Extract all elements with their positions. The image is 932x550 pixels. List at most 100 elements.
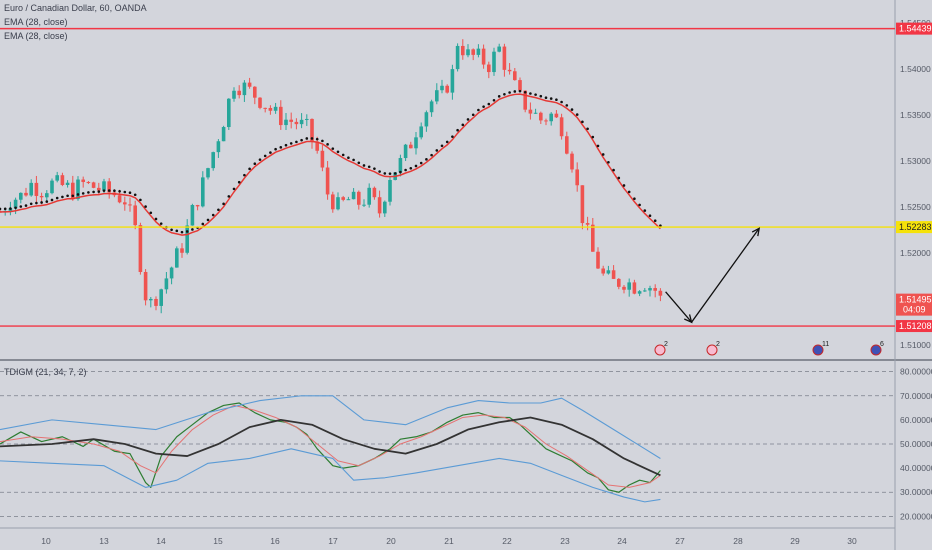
candle-body bbox=[533, 112, 538, 114]
ema-dot bbox=[274, 147, 277, 151]
candle-body bbox=[169, 267, 174, 279]
date-tick-label: 24 bbox=[617, 536, 627, 546]
event-flag-icon bbox=[870, 344, 882, 356]
candle-body bbox=[367, 187, 371, 205]
ema-dot bbox=[352, 158, 355, 162]
ema-dot bbox=[191, 228, 194, 231]
candle-body bbox=[149, 298, 153, 301]
ema-dot bbox=[201, 222, 205, 226]
candle-body bbox=[429, 101, 434, 113]
price-tick-label: 1.52000 bbox=[900, 248, 931, 258]
ema-dot bbox=[248, 167, 251, 171]
ema-dot bbox=[565, 104, 569, 107]
ema-dot bbox=[222, 202, 225, 206]
ema-dot bbox=[87, 191, 90, 194]
candle-body bbox=[258, 97, 262, 108]
ema-dot bbox=[0, 207, 2, 211]
candle-body bbox=[502, 46, 507, 70]
candle-body bbox=[97, 187, 101, 191]
tdigm-legend: TDIGM (21, 34, 7, 2) bbox=[4, 367, 87, 377]
candle-body bbox=[580, 185, 585, 224]
date-tick-label: 28 bbox=[733, 536, 743, 546]
candle-body bbox=[117, 195, 122, 203]
candle-body bbox=[284, 119, 288, 126]
event-marker[interactable]: 2 bbox=[706, 341, 720, 356]
candle-body bbox=[471, 49, 475, 55]
ema-dot bbox=[383, 172, 387, 175]
ema-dot bbox=[232, 187, 236, 191]
candle-body bbox=[419, 126, 423, 138]
osc-tick-label: 60.00000 bbox=[900, 415, 932, 425]
candle-body bbox=[518, 80, 522, 91]
candle-body bbox=[383, 201, 387, 214]
ema-dot bbox=[3, 207, 7, 211]
current-price-tag bbox=[896, 293, 932, 316]
level-tag bbox=[896, 320, 932, 333]
candle-body bbox=[34, 182, 39, 196]
candle-body bbox=[357, 191, 361, 205]
ema-dot bbox=[133, 193, 137, 197]
date-tick-label: 23 bbox=[560, 536, 570, 546]
candle-body bbox=[549, 113, 553, 122]
ema-dot bbox=[482, 105, 485, 108]
candle-body bbox=[601, 268, 605, 274]
ema-dot bbox=[648, 214, 652, 218]
candle-body bbox=[627, 282, 631, 290]
event-marker[interactable]: 2 bbox=[654, 341, 668, 356]
candle-body bbox=[435, 90, 439, 102]
ema-dot bbox=[435, 149, 439, 152]
candle-body bbox=[492, 51, 496, 73]
ema-dot bbox=[279, 146, 283, 149]
candle-body bbox=[617, 278, 621, 287]
ema-dot bbox=[263, 154, 267, 158]
ema-legend-2: EMA (28, close) bbox=[4, 31, 68, 41]
candle-body bbox=[65, 182, 70, 185]
candle-body bbox=[227, 98, 231, 128]
event-count: 2 bbox=[664, 341, 668, 348]
candle-body bbox=[159, 289, 163, 306]
ema-dot bbox=[575, 113, 579, 116]
candle-body bbox=[299, 119, 304, 125]
ema-dot bbox=[393, 172, 397, 175]
candle-body bbox=[565, 136, 569, 154]
candle-body bbox=[362, 204, 366, 206]
tdi-rsi-line bbox=[0, 402, 661, 493]
projection-arrowhead-down bbox=[684, 314, 693, 324]
ema-dot bbox=[310, 137, 314, 140]
ema-dot bbox=[227, 195, 231, 198]
projection-path bbox=[665, 227, 760, 324]
candle-body bbox=[211, 152, 215, 169]
ema-dot bbox=[451, 135, 454, 138]
ema-dot bbox=[305, 137, 309, 140]
candle-body bbox=[154, 298, 158, 306]
candle-body bbox=[247, 82, 252, 87]
candle-body bbox=[648, 288, 652, 291]
ema-dot bbox=[653, 219, 657, 222]
event-marker[interactable]: 6 bbox=[870, 341, 884, 356]
ema-dot bbox=[523, 90, 527, 94]
ema-dot bbox=[206, 218, 210, 222]
ema-dot bbox=[622, 184, 626, 187]
ema-dot bbox=[154, 217, 158, 221]
ema-dot bbox=[492, 98, 496, 102]
candle-body bbox=[445, 85, 449, 93]
price-tick-label: 1.51000 bbox=[900, 340, 931, 350]
ema-dot bbox=[50, 198, 54, 202]
ema-dot bbox=[102, 189, 106, 192]
projection-arrowhead-up bbox=[751, 227, 761, 237]
ema-dot bbox=[40, 201, 43, 204]
candle-body bbox=[185, 225, 189, 253]
ema-dot bbox=[508, 91, 511, 94]
osc-tick-label: 30.00000 bbox=[900, 487, 932, 497]
date-tick-label: 30 bbox=[847, 536, 857, 546]
candle-body bbox=[107, 181, 111, 193]
candle-body bbox=[507, 69, 512, 72]
ema-dot bbox=[237, 180, 241, 184]
ema-dot bbox=[97, 190, 101, 193]
event-marker[interactable]: 11 bbox=[812, 341, 829, 356]
ema-dot bbox=[170, 228, 173, 232]
candle-body bbox=[13, 199, 18, 209]
ema-dot bbox=[258, 158, 262, 161]
date-tick-label: 16 bbox=[270, 536, 280, 546]
